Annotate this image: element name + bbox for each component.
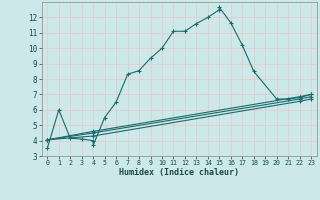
- X-axis label: Humidex (Indice chaleur): Humidex (Indice chaleur): [119, 168, 239, 177]
